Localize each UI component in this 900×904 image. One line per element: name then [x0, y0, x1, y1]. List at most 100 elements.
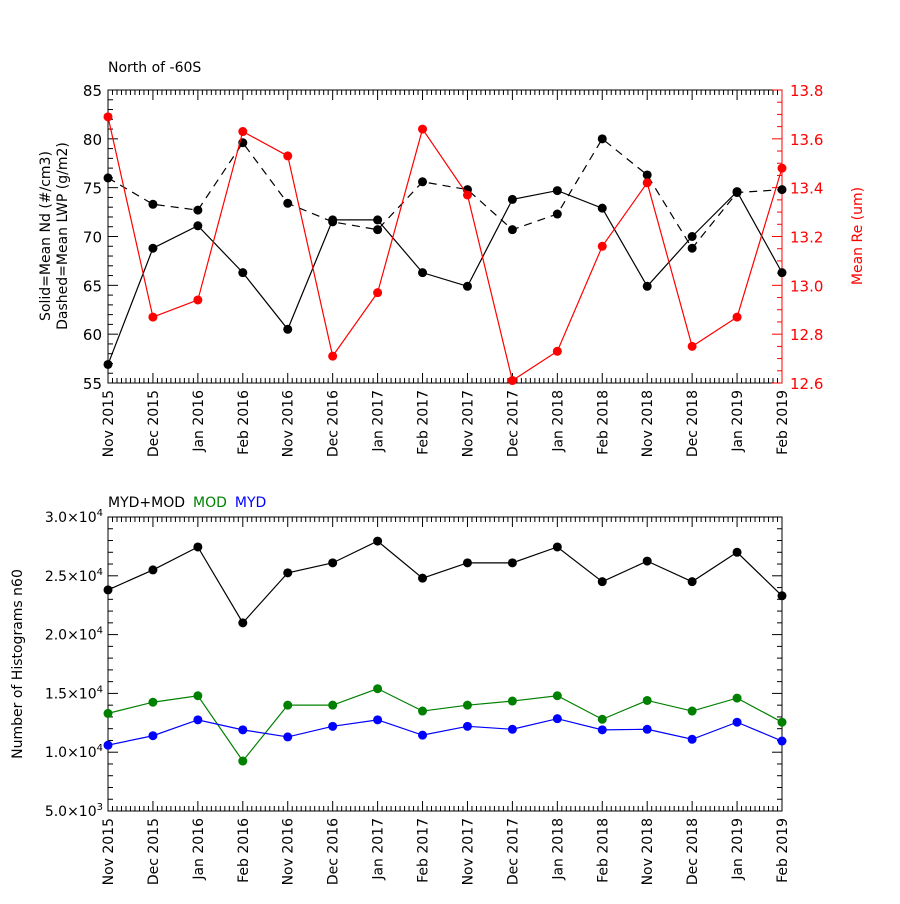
x-tick-label: Nov 2017: [460, 390, 476, 457]
y-axis-label: Number of Histograms n60: [10, 569, 26, 759]
y-tick-mantissa: 2.0×10: [45, 628, 97, 644]
series-myd-point: [687, 734, 697, 744]
x-tick-label: Feb 2016: [236, 818, 252, 883]
series-myd-point: [418, 730, 428, 740]
series-mod-point: [732, 693, 742, 703]
series-myd-point: [597, 725, 607, 735]
series-mean-re-point: [373, 288, 383, 298]
legend-mod: MOD: [193, 495, 227, 511]
series-mean-nd-point: [552, 186, 562, 196]
series-myd-mod-point: [687, 577, 697, 587]
series-mean-lwp-point: [552, 209, 562, 219]
series-mean-lwp-point: [507, 225, 517, 235]
x-tick-label: Dec 2016: [326, 818, 342, 885]
series-myd-point: [642, 724, 652, 734]
x-tick-label: Feb 2016: [236, 390, 252, 455]
x-tick-label: Nov 2018: [640, 390, 656, 457]
y2-axis-label: Mean Re (um): [850, 187, 866, 285]
y-tick-mantissa: 1.5×10: [45, 686, 97, 702]
series-mean-lwp-point: [328, 217, 338, 227]
legend-myd-mod: MYD+MOD: [108, 495, 185, 511]
series-mean-re-point: [283, 151, 293, 161]
series-mean-nd-point: [687, 232, 697, 241]
y-tick-mantissa: 5.0×10: [45, 804, 97, 820]
y-tick-label: 65: [83, 277, 102, 295]
series-mean-nd-point: [642, 281, 652, 291]
x-tick-label: Nov 2017: [460, 818, 476, 885]
y2-tick-label: 13.4: [790, 180, 823, 198]
series-mean-lwp-point: [283, 198, 293, 208]
series-mod-point: [283, 700, 293, 710]
chart-title: North of -60S: [108, 60, 201, 76]
series-mean-lwp-point: [418, 177, 428, 187]
y2-tick-label: 13.2: [790, 229, 823, 247]
series-myd-mod-point: [597, 577, 607, 587]
x-tick-label: Jan 2016: [191, 390, 207, 453]
series-myd-mod-point: [732, 547, 742, 557]
series-myd-point: [507, 724, 517, 734]
series-myd-mod-point: [238, 618, 248, 628]
y2-tick-label: 12.8: [790, 326, 823, 344]
legend-myd: MYD: [235, 495, 266, 511]
series-mean-nd-line: [107, 189, 783, 365]
x-tick-label: Feb 2017: [416, 818, 432, 883]
series-mod-point: [373, 684, 383, 694]
series-mean-re-point: [777, 163, 787, 173]
series-mean-re-line: [107, 116, 783, 382]
y-tick-exponent: 4: [97, 743, 103, 754]
x-tick-label: Jan 2017: [371, 818, 387, 881]
y2-tick-label: 13.6: [790, 131, 823, 149]
series-mean-re-point: [732, 312, 742, 322]
y-tick-mantissa: 1.0×10: [45, 745, 97, 761]
y-tick-label: 2.5×104: [45, 567, 103, 585]
series-mean-re-point: [103, 112, 113, 122]
series-mean-lwp-point: [148, 199, 158, 209]
series-mod-point: [597, 714, 607, 724]
series-mod-point: [462, 700, 472, 710]
y-tick-label: 5.0×103: [45, 802, 103, 820]
x-tick-label: Jan 2019: [730, 390, 746, 453]
series-myd-mod-point: [148, 565, 158, 575]
series-myd-mod-point: [283, 568, 293, 578]
y-tick-label: 70: [83, 229, 102, 247]
x-tick-label: Feb 2019: [775, 818, 791, 883]
series-myd-mod-point: [103, 585, 113, 595]
y-tick-label: 80: [83, 131, 102, 149]
series-mean-nd-point: [193, 221, 203, 231]
series-myd-mod-point: [373, 536, 383, 546]
series-myd-mod-point: [777, 591, 787, 601]
y-tick-mantissa: 2.5×10: [45, 569, 97, 585]
series-mean-re-point: [642, 178, 652, 188]
top-plot-frame: [107, 89, 783, 384]
x-tick-label: Feb 2018: [595, 818, 611, 883]
x-tick-label: Dec 2017: [505, 818, 521, 885]
series-mod-point: [193, 691, 203, 701]
series-mean-nd-point: [597, 203, 607, 213]
y-tick-label: 85: [83, 82, 102, 100]
series-mod-point: [148, 697, 158, 707]
series-myd-point: [373, 715, 383, 725]
series-myd-point: [238, 725, 248, 735]
series-mean-re-point: [328, 351, 338, 361]
y-tick-label: 60: [83, 326, 102, 344]
x-tick-label: Nov 2015: [101, 818, 117, 885]
y-tick-label: 1.5×104: [45, 684, 103, 702]
series-mean-re-point: [418, 124, 428, 134]
series-mod-line: [107, 688, 783, 763]
y-tick-label: 55: [83, 375, 102, 393]
series-mean-lwp-point: [103, 173, 113, 183]
y2-tick-label: 12.6: [790, 375, 823, 393]
x-tick-label: Jan 2018: [550, 390, 566, 453]
series-mean-nd-point: [238, 268, 248, 278]
series-myd-point: [732, 717, 742, 727]
bottom-plot-frame: [107, 516, 783, 812]
series-myd-point: [148, 731, 158, 741]
series-mean-nd-point: [777, 268, 787, 278]
y-tick-mantissa: 3.0×10: [45, 510, 97, 526]
series-mean-nd-point: [103, 359, 113, 369]
series-myd-mod-point: [642, 556, 652, 566]
series-mean-lwp-point: [732, 188, 742, 198]
series-mean-lwp-point: [687, 243, 697, 253]
series-mod-point: [777, 717, 787, 727]
x-tick-label: Dec 2016: [326, 390, 342, 457]
